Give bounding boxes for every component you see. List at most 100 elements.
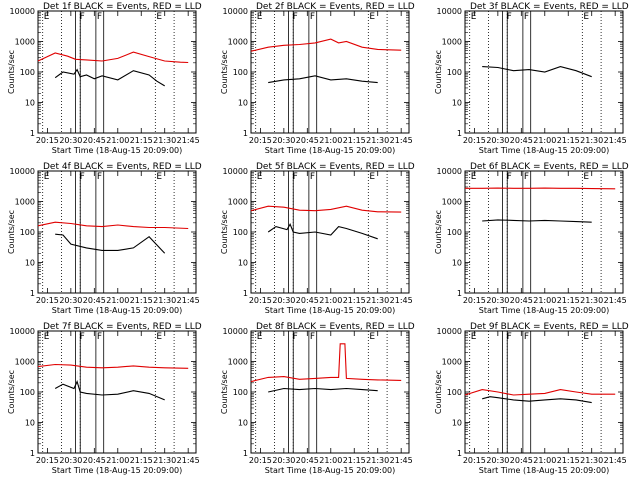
x-tick-label: 20:15 xyxy=(249,456,272,465)
y-tick-label: 100 xyxy=(447,68,462,77)
x-tick-label: 20:15 xyxy=(36,296,59,305)
y-axis-label: Counts/sec xyxy=(434,210,443,254)
y-tick-label: 1 xyxy=(243,449,248,458)
marker-label: F xyxy=(507,332,512,342)
series-line-events xyxy=(482,219,592,223)
x-tick-label: 21:45 xyxy=(604,456,627,465)
y-tick-label: 1 xyxy=(243,129,248,138)
x-tick-label: 20:15 xyxy=(249,296,272,305)
marker-label: E xyxy=(257,12,263,22)
y-tick-label: 10000 xyxy=(223,7,248,16)
x-tick-label: 20:15 xyxy=(249,136,272,145)
y-tick-label: 10 xyxy=(238,99,248,108)
y-tick-label: 100 xyxy=(233,68,248,77)
y-tick-label: 100 xyxy=(20,388,35,397)
x-tick-label: 20:45 xyxy=(296,136,319,145)
x-tick-label: 21:15 xyxy=(343,296,366,305)
panel-title: Det 6f BLACK = Events, RED = LLD xyxy=(470,162,629,172)
marker-label: E xyxy=(583,172,589,182)
x-tick-label: 21:30 xyxy=(366,456,389,465)
y-tick-label: 100 xyxy=(233,388,248,397)
x-tick-label: 20:30 xyxy=(272,296,295,305)
x-axis-label: Start Time (18-Aug-15 20:09:00) xyxy=(479,146,610,155)
y-axis-label: Counts/sec xyxy=(220,370,229,414)
series-line-lld xyxy=(37,51,189,64)
marker-label: F xyxy=(310,12,315,22)
marker-label: F xyxy=(524,332,529,342)
y-tick-label: 100 xyxy=(20,228,35,237)
series-line-events xyxy=(268,387,378,393)
marker-label: F xyxy=(97,12,102,22)
marker-label: F xyxy=(524,12,529,22)
y-tick-label: 1000 xyxy=(442,38,462,47)
x-tick-label: 20:30 xyxy=(486,136,509,145)
x-tick-label: 21:00 xyxy=(106,456,129,465)
x-axis-label: Start Time (18-Aug-15 20:09:00) xyxy=(52,306,183,315)
x-axis-label: Start Time (18-Aug-15 20:09:00) xyxy=(265,146,396,155)
series-line-events xyxy=(55,233,166,254)
x-axis-label: Start Time (18-Aug-15 20:09:00) xyxy=(265,466,396,475)
y-tick-label: 1000 xyxy=(228,358,248,367)
y-tick-label: 1000 xyxy=(228,198,248,207)
y-tick-label: 1 xyxy=(243,289,248,298)
x-tick-label: 21:15 xyxy=(557,456,580,465)
y-tick-label: 1 xyxy=(457,449,462,458)
marker-label: E xyxy=(583,332,589,342)
y-tick-label: 10 xyxy=(25,259,35,268)
x-tick-label: 21:00 xyxy=(319,296,342,305)
marker-label: F xyxy=(80,332,85,342)
x-tick-label: 21:45 xyxy=(390,296,413,305)
x-tick-label: 21:45 xyxy=(177,456,200,465)
y-tick-label: 1 xyxy=(457,289,462,298)
x-tick-label: 21:30 xyxy=(366,136,389,145)
marker-label: E xyxy=(257,332,263,342)
panel-title: Det 8f BLACK = Events, RED = LLD xyxy=(256,322,415,332)
marker-label: F xyxy=(80,12,85,22)
marker-label: F xyxy=(293,172,298,182)
y-tick-label: 1 xyxy=(457,129,462,138)
x-tick-label: 20:45 xyxy=(296,456,319,465)
series-line-events xyxy=(268,75,378,84)
y-tick-label: 1 xyxy=(30,449,35,458)
x-tick-label: 21:30 xyxy=(580,456,603,465)
marker-label: E xyxy=(44,332,50,342)
x-axis-label: Start Time (18-Aug-15 20:09:00) xyxy=(52,466,183,475)
marker-label: F xyxy=(310,332,315,342)
marker-label: E xyxy=(369,12,375,22)
panel-title: Det 5f BLACK = Events, RED = LLD xyxy=(256,162,415,172)
marker-label: F xyxy=(310,172,315,182)
x-tick-label: 21:45 xyxy=(177,136,200,145)
x-tick-label: 20:30 xyxy=(59,456,82,465)
x-tick-label: 21:45 xyxy=(604,296,627,305)
panel-title: Det 7f BLACK = Events, RED = LLD xyxy=(43,322,202,332)
marker-label: E xyxy=(369,332,375,342)
y-tick-label: 10000 xyxy=(437,327,462,336)
series-line-lld xyxy=(250,38,402,52)
panel-title: Det 4f BLACK = Events, RED = LLD xyxy=(43,162,202,172)
x-tick-label: 20:45 xyxy=(510,456,533,465)
x-tick-label: 21:30 xyxy=(153,136,176,145)
x-tick-label: 21:45 xyxy=(177,296,200,305)
x-tick-label: 21:00 xyxy=(319,136,342,145)
marker-label: F xyxy=(524,172,529,182)
x-tick-label: 20:30 xyxy=(59,136,82,145)
x-tick-label: 21:45 xyxy=(604,136,627,145)
x-tick-label: 20:15 xyxy=(463,136,486,145)
series-line-events xyxy=(482,66,592,78)
y-tick-label: 1000 xyxy=(442,358,462,367)
y-tick-label: 1000 xyxy=(228,38,248,47)
x-axis-label: Start Time (18-Aug-15 20:09:00) xyxy=(265,306,396,315)
y-axis-label: Counts/sec xyxy=(7,370,16,414)
marker-label: F xyxy=(507,172,512,182)
y-tick-label: 1 xyxy=(30,129,35,138)
marker-label: E xyxy=(583,12,589,22)
y-tick-label: 1000 xyxy=(15,38,35,47)
series-line-lld xyxy=(250,205,402,213)
marker-label: E xyxy=(156,332,162,342)
marker-label: E xyxy=(471,172,477,182)
